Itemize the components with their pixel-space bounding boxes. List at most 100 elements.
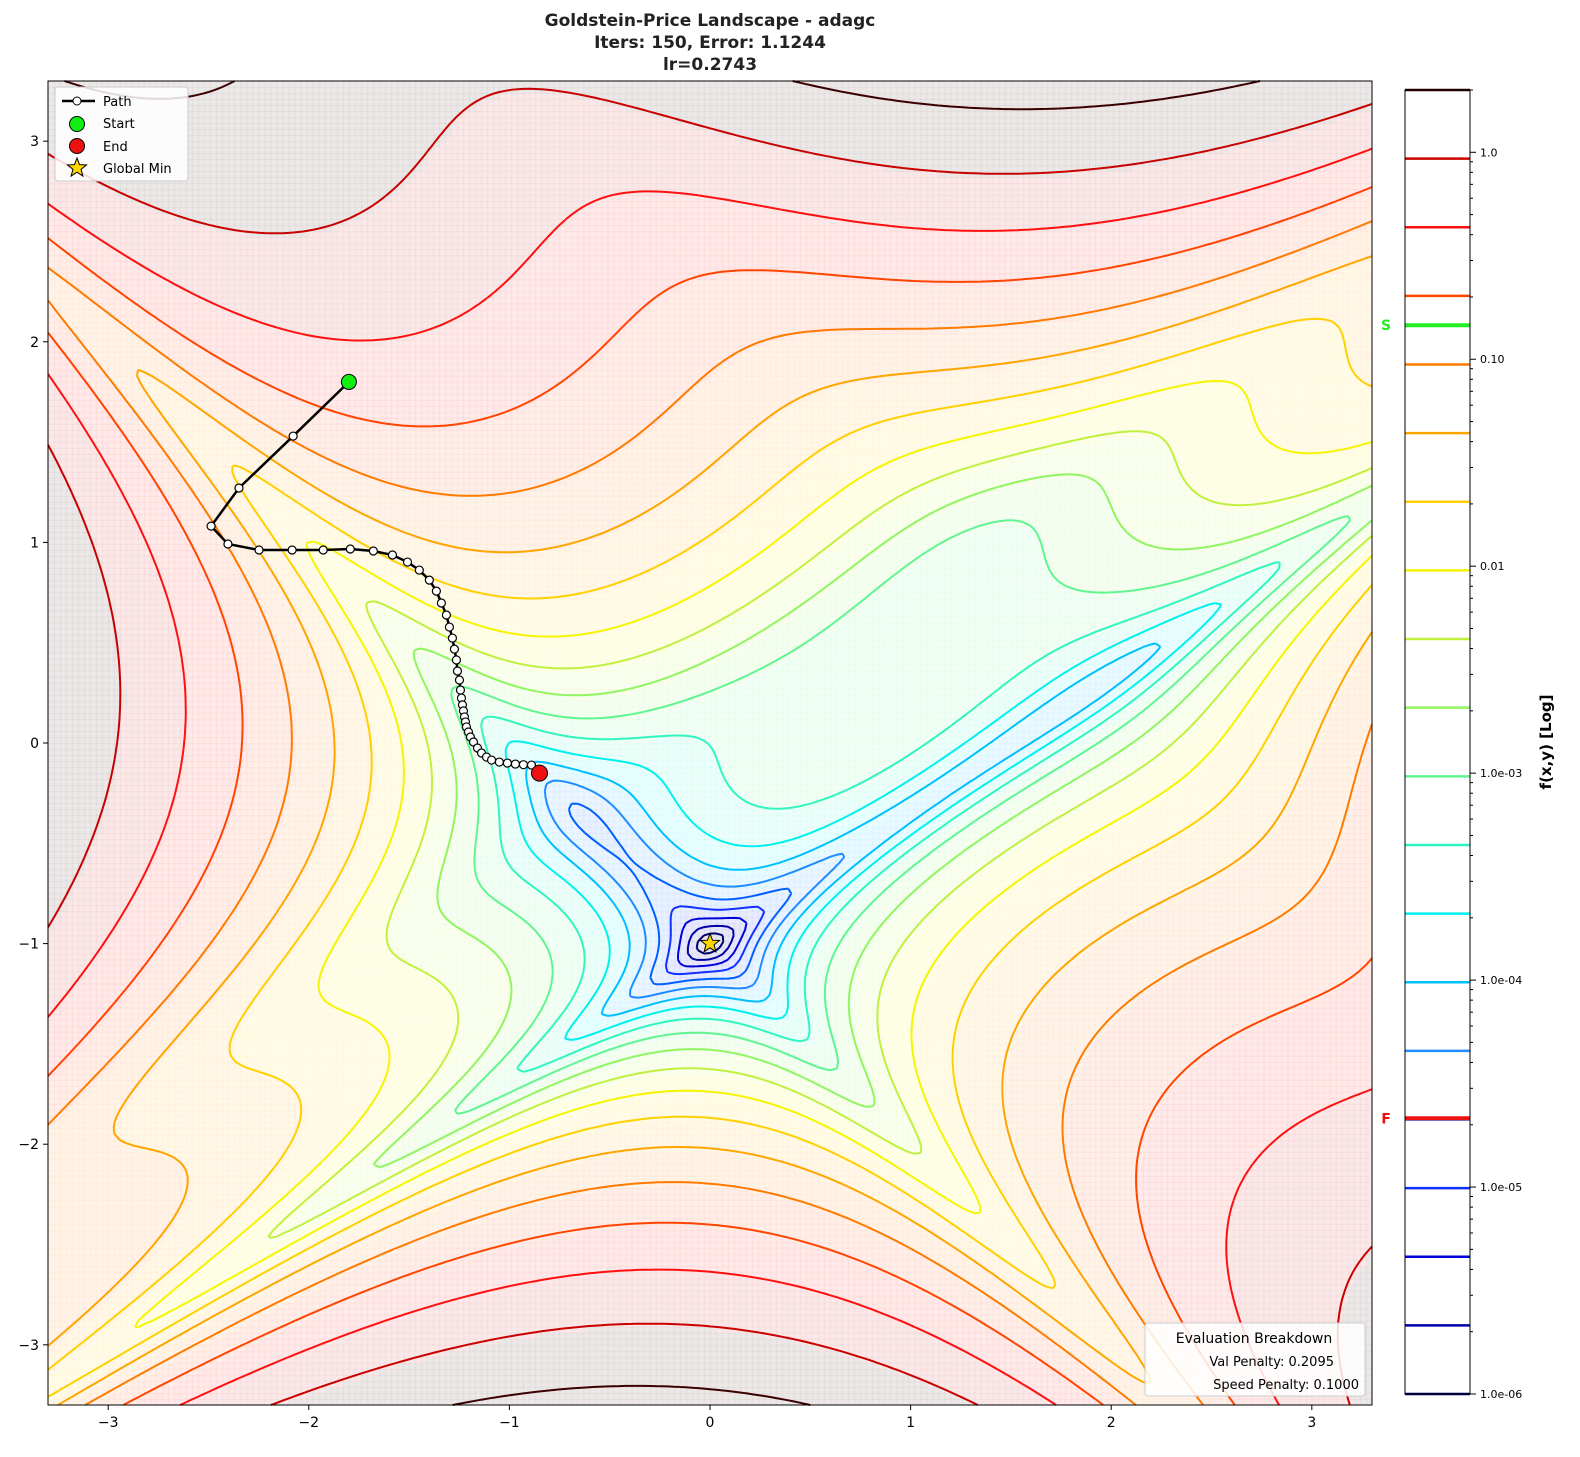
path-point [206, 521, 216, 531]
evaluation-title: Evaluation Breakdown [1176, 1331, 1332, 1347]
path-point [486, 755, 497, 765]
colorbar-tick-label: 1.0e-06 [1480, 1388, 1522, 1401]
path-point [318, 545, 328, 555]
val-penalty: Val Penalty: 0.2095 [1209, 1355, 1334, 1370]
contour-level-17 [47, 147, 1373, 1406]
colorbar-label: f(x,y) [Log] [1537, 695, 1555, 790]
colorbar-tick-label: 0.01 [1480, 560, 1505, 573]
colorbar-frame [1404, 89, 1471, 1395]
contour-level-12 [134, 380, 1373, 1329]
evaluation-box-frame [1144, 1322, 1366, 1397]
contour-level-11 [267, 430, 1373, 1239]
y-tick-label: 2 [30, 335, 39, 351]
colorbar-tick-label: 1.0e-03 [1480, 767, 1522, 780]
path-point [444, 622, 455, 632]
global-min-star [699, 932, 721, 953]
colorbar-tick-label: 0.10 [1480, 353, 1505, 366]
contour-level-13 [47, 317, 1373, 1398]
contour-level-15 [47, 220, 1373, 1406]
optimizer-path [206, 373, 721, 953]
x-tick-label: 0 [706, 1415, 715, 1431]
axis-ticks: −3 −2 −1 0 1 2 3 −3 −2 −1 0 1 2 3 [18, 134, 1316, 1431]
legend-label-global-min: Global Min [103, 162, 172, 177]
path-point [502, 758, 512, 768]
colorbar-tick-label: 1.0 [1480, 146, 1498, 159]
legend-label-end: End [103, 140, 128, 155]
legend-label-start: Start [103, 117, 135, 132]
contour-level-14 [47, 255, 1373, 1406]
evaluation-box: Evaluation Breakdown Val Penalty: 0.2095… [1144, 1322, 1366, 1397]
path-point [452, 666, 463, 676]
title-line-1: Goldstein-Price Landscape - adagc [545, 11, 876, 31]
path-point [447, 633, 458, 643]
contour-level-8 [480, 561, 1281, 1073]
x-tick-label: −3 [98, 1415, 119, 1431]
path-point [287, 545, 297, 555]
y-tick-label: 1 [30, 535, 39, 551]
contour-level-9 [450, 515, 1352, 1115]
legend-path-marker [72, 96, 82, 106]
x-tick-label: 1 [906, 1415, 915, 1431]
contour-level-1 [686, 924, 735, 961]
y-tick-label: 3 [30, 134, 39, 150]
colorbar-tick-label: 1.0e-05 [1480, 1181, 1522, 1194]
legend: Path Start End Global Min [54, 86, 189, 182]
path-point [455, 685, 466, 695]
colorbar-body [1405, 90, 1470, 1394]
speed-penalty: Speed Penalty: 0.1000 [1213, 1378, 1359, 1393]
path-point [387, 550, 398, 560]
path-point [526, 760, 537, 770]
y-tick-label: −1 [18, 937, 39, 953]
title-line-2: Iters: 150, Error: 1.1244 [594, 33, 826, 53]
colorbar-marker-label: S [1381, 318, 1391, 334]
x-tick-label: −2 [298, 1415, 319, 1431]
path-point [424, 575, 434, 585]
contour-level-2 [677, 916, 748, 968]
legend-star-icon [66, 156, 88, 178]
contour-level-7 [504, 602, 1223, 1041]
x-tick-label: −1 [499, 1415, 520, 1431]
path-point [451, 655, 462, 665]
colorbar-tick-label: 1.0e-04 [1480, 974, 1522, 987]
contour-level-18 [47, 87, 1373, 1406]
contour-level-6 [525, 642, 1162, 1017]
path-point [402, 557, 413, 567]
y-tick-label: 0 [30, 736, 39, 752]
contour-level-5 [543, 779, 846, 999]
y-tick-label: −2 [18, 1137, 39, 1153]
colorbar: SF 1.00.100.011.0e-031.0e-041.0e-051.0e-… [1381, 88, 1555, 1401]
path-point [441, 610, 452, 620]
contour-level-10 [372, 473, 1373, 1169]
colorbar-marker-label: F [1381, 1111, 1391, 1127]
contour-level-0 [695, 932, 725, 955]
path-point [414, 565, 424, 575]
path-point [436, 598, 446, 608]
x-tick-label: 2 [1107, 1415, 1116, 1431]
path-line [209, 381, 541, 774]
path-point [449, 644, 460, 654]
y-tick-label: −3 [18, 1338, 39, 1354]
x-tick-label: 3 [1307, 1415, 1316, 1431]
contour-level-16 [47, 186, 1373, 1406]
path-point [234, 483, 244, 493]
contour-level-19 [64, 80, 1261, 1406]
path-point [518, 760, 529, 770]
path-point [431, 586, 441, 596]
path-point [494, 757, 504, 767]
path-point [510, 759, 521, 769]
legend-start-marker [69, 116, 85, 132]
legend-box [54, 86, 189, 182]
path-point [345, 544, 355, 554]
colorbar-levels: SF [1381, 88, 1470, 1396]
end-marker [530, 764, 548, 782]
contour-level-3 [664, 905, 766, 976]
colorbar-ticks: 1.0 0.10 0.01 1.0e-03 1.0e-04 1.0e-05 1.0e-06 [1470, 89, 1522, 1401]
start-marker [340, 373, 357, 390]
legend-label-path: Path [103, 95, 132, 110]
title-line-3: lr=0.2743 [663, 55, 757, 75]
path-point [254, 545, 264, 555]
path-point [368, 546, 378, 556]
path-point [223, 539, 233, 549]
